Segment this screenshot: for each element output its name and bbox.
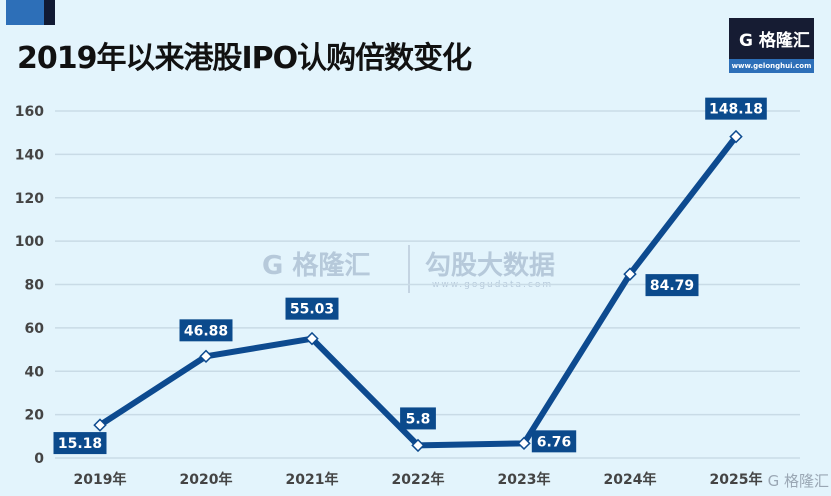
data-label: 84.79	[650, 278, 694, 294]
x-tick-label: 2025年	[710, 471, 763, 488]
logo-url: www.gelonghui.com	[729, 59, 814, 73]
y-tick-label: 60	[25, 321, 45, 337]
data-label: 5.8	[406, 411, 431, 427]
y-tick-label: 160	[15, 104, 44, 120]
watermark-divider	[408, 245, 410, 293]
data-point	[305, 331, 319, 346]
data-label: 15.18	[58, 436, 102, 452]
decor-tab-dark	[44, 0, 55, 25]
data-label: 6.76	[537, 434, 572, 450]
logo: G 格隆汇 www.gelonghui.com	[729, 18, 814, 73]
data-label-box	[645, 274, 699, 297]
data-point	[93, 418, 107, 432]
data-label-box	[53, 432, 107, 455]
y-tick-label: 120	[15, 191, 44, 207]
y-tick-label: 40	[25, 364, 45, 380]
x-tick-label: 2021年	[286, 471, 339, 488]
x-tick-label: 2019年	[74, 471, 127, 488]
data-label-box	[531, 430, 577, 453]
data-label: 55.03	[290, 302, 334, 318]
y-tick-label: 80	[25, 278, 45, 294]
data-point	[411, 438, 425, 453]
data-point	[623, 267, 637, 281]
data-label: 46.88	[184, 323, 228, 339]
data-label: 148.18	[709, 102, 763, 118]
y-tick-label: 0	[34, 451, 44, 467]
watermark-right: 勾股大数据	[425, 251, 556, 281]
decor-tab-blue	[6, 0, 44, 25]
data-label-box	[705, 97, 767, 120]
y-tick-label: 100	[15, 234, 44, 250]
x-tick-label: 2020年	[180, 471, 233, 488]
x-tick-label: 2022年	[392, 471, 445, 488]
watermark-left: G 格隆汇	[262, 251, 371, 281]
data-point	[199, 349, 213, 364]
series-line	[98, 134, 739, 449]
y-tick-label: 20	[25, 408, 45, 424]
data-label-box	[285, 297, 339, 320]
data-label-box	[400, 407, 436, 430]
logo-brand: G 格隆汇	[739, 31, 810, 51]
x-tick-label: 2023年	[498, 471, 551, 488]
x-tick-label: 2024年	[604, 471, 657, 488]
chart-title: 2019年以来港股IPO认购倍数变化	[17, 41, 472, 76]
corner-watermark: G 格隆汇	[767, 472, 829, 490]
data-label-box	[179, 319, 233, 342]
data-point	[517, 436, 531, 451]
data-point	[729, 129, 743, 144]
y-tick-label: 140	[15, 147, 44, 163]
